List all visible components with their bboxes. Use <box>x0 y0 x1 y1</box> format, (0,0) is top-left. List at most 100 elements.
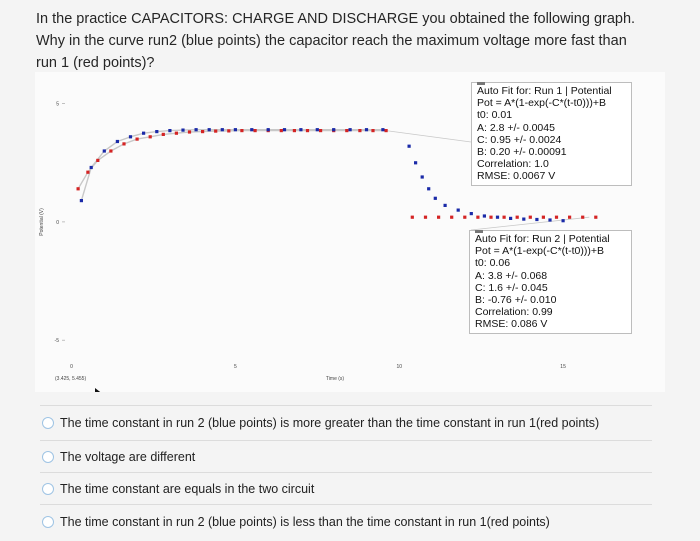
run1-point <box>358 129 362 133</box>
cursor-arrow-icon <box>95 388 103 399</box>
run2-point <box>495 215 500 219</box>
run1-point <box>476 215 480 219</box>
run1-point <box>240 129 244 133</box>
option-label: The time constant are equals in the two … <box>60 481 315 496</box>
radio-button[interactable] <box>42 417 54 429</box>
fit-param-line: B: -0.76 +/- 0.010 <box>475 294 557 307</box>
x-axis-label: Time (s) <box>326 376 344 382</box>
radio-button[interactable] <box>42 515 54 528</box>
fit-param-line: t0: 0.06 <box>475 257 511 270</box>
drag-grip-icon[interactable] <box>475 230 483 233</box>
fit-param-line: Pot = A*(1-exp(-C*(t-t0)))+B <box>475 245 604 258</box>
run1-point <box>122 142 126 146</box>
x-tick-label: 0 <box>70 364 73 370</box>
run2-point <box>315 128 319 132</box>
run1-point <box>148 135 152 139</box>
run2-point <box>128 135 133 139</box>
run2-point <box>207 128 211 132</box>
fit-param-line: C: 1.6 +/- 0.045 <box>475 281 548 294</box>
fit-param-line: RMSE: 0.0067 V <box>477 170 556 183</box>
run2-point <box>433 196 437 200</box>
fit-param-line: A: 2.8 +/- 0.0045 <box>477 121 555 134</box>
run1-point <box>292 129 296 133</box>
fit-param-line: Correlation: 0.99 <box>475 306 553 319</box>
coord-readout: (3.425, 5.455) <box>55 376 86 382</box>
run2-point <box>420 175 424 179</box>
run2-point <box>250 128 254 132</box>
fit-leader-line <box>386 130 472 143</box>
run2-point <box>469 212 473 216</box>
run1-point <box>489 215 493 219</box>
run2-point <box>142 131 146 135</box>
run2-point <box>299 128 303 132</box>
run2-point <box>79 199 83 203</box>
run2-point <box>364 128 369 132</box>
run2-point <box>535 217 539 222</box>
answer-option-3[interactable]: The time constant are equals in the two … <box>40 472 652 504</box>
fit-param-line: B: 0.20 +/- 0.00091 <box>477 146 567 159</box>
fit-title-run2: Auto Fit for: Run 2 | Potential <box>475 233 610 245</box>
y-tick-label: 0 <box>56 220 59 226</box>
run1-point <box>227 129 231 133</box>
answer-option-1[interactable]: The time constant in run 2 (blue points)… <box>40 405 652 440</box>
run1-point <box>463 215 467 219</box>
run1-point <box>253 129 257 133</box>
graph-panel: 0 5 10 15 -5 0 5 Potential (V) Time (s) (3.425… <box>35 72 665 399</box>
run1-point <box>109 149 113 153</box>
run1-point <box>384 129 388 133</box>
run2-point <box>115 139 119 144</box>
run1-point <box>528 215 532 219</box>
run1-point <box>541 215 545 219</box>
radio-button[interactable] <box>42 450 54 463</box>
fit-box-run1[interactable]: Auto Fit for: Run 1 | Potential Pot = A*… <box>471 82 632 186</box>
run2-point <box>456 208 460 212</box>
run2-point <box>89 165 93 170</box>
run2-point <box>220 128 224 132</box>
question-text: In the practice CAPACITORS: CHARGE AND D… <box>36 11 636 71</box>
x-tick-label: 15 <box>560 364 566 370</box>
run2-point <box>509 216 513 220</box>
run2-point <box>168 129 172 133</box>
fit-title-run1: Auto Fit for: Run 1 | Potential <box>477 85 612 97</box>
fit-param-line: C: 0.95 +/- 0.0024 <box>477 133 562 146</box>
answer-option-4[interactable]: The time constant in run 2 (blue points)… <box>40 504 652 538</box>
data-points <box>76 128 598 223</box>
radio-button[interactable] <box>42 482 54 495</box>
run2-point <box>155 130 159 134</box>
run1-point <box>568 215 572 219</box>
run2-point <box>443 203 447 207</box>
run1-point <box>450 215 454 219</box>
run1-point <box>410 215 414 219</box>
capacitor-chart: 0 5 10 15 -5 0 5 Potential (V) Time (s) (3.425… <box>39 102 598 399</box>
option-label: The time constant in run 2 (blue points)… <box>60 416 600 430</box>
run1-point <box>214 129 218 133</box>
drag-grip-icon[interactable] <box>477 82 485 85</box>
fit-box-run2[interactable]: Auto Fit for: Run 2 | Potential Pot = A*… <box>469 230 632 334</box>
run2-point <box>282 128 287 132</box>
fit-param-line: A: 3.8 +/- 0.068 <box>475 269 548 282</box>
run1-point <box>423 215 428 219</box>
run1-point <box>201 130 205 134</box>
run2-point <box>233 128 237 132</box>
run1-point <box>135 137 139 141</box>
run2-point <box>482 214 486 218</box>
fit-param-line: RMSE: 0.086 V <box>475 318 548 331</box>
fit-params-run2: Pot = A*(1-exp(-C*(t-t0)))+B t0: 0.06 A: 3… <box>475 245 627 330</box>
x-tick-label: 5 <box>234 364 237 370</box>
run1-point <box>161 132 165 136</box>
run1-point <box>174 131 178 135</box>
run1-point <box>594 215 598 219</box>
run1-point <box>187 130 192 134</box>
run1-point <box>515 215 519 219</box>
run2-point <box>522 217 526 221</box>
run1-point <box>581 215 585 219</box>
run1-point <box>96 158 100 162</box>
run2-point <box>414 161 418 165</box>
option-label: The voltage are different <box>60 449 196 464</box>
y-axis-label: Potential (V) <box>39 208 45 236</box>
answer-option-2[interactable]: The voltage are different <box>40 440 652 472</box>
fit-params-run1: Pot = A*(1-exp(-C*(t-t0)))+B t0: 0.01 A: 2… <box>477 97 627 182</box>
fit-param-line: Pot = A*(1-exp(-C*(t-t0)))+B <box>477 97 606 110</box>
run1-point <box>554 215 559 219</box>
run2-point <box>548 218 552 222</box>
